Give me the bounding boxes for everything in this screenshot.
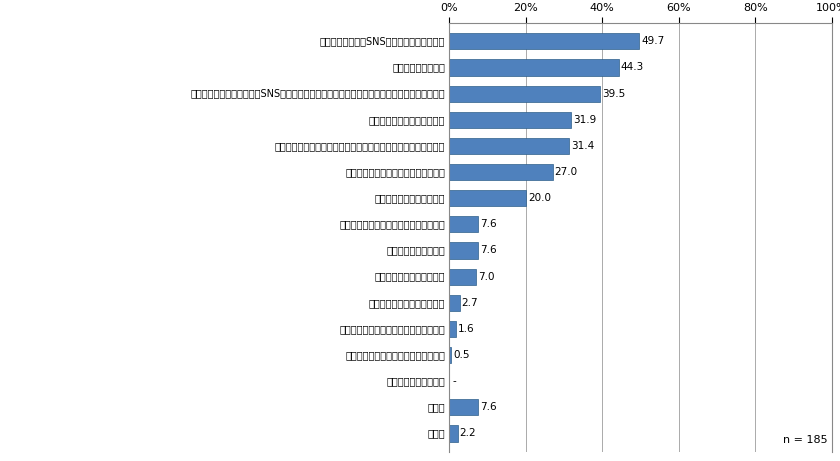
Text: 44.3: 44.3: [621, 63, 644, 72]
Text: その場で様子をみた: その場で様子をみた: [392, 63, 445, 72]
Bar: [449, 33, 639, 49]
Text: 27.0: 27.0: [554, 167, 578, 177]
Text: 20.0: 20.0: [528, 193, 551, 203]
Text: 49.7: 49.7: [641, 36, 664, 47]
Text: 2.7: 2.7: [462, 298, 478, 308]
Text: 指示された避難所に避難した: 指示された避難所に避難した: [369, 298, 445, 308]
Bar: [449, 347, 451, 363]
Text: ホテルのフロント等に連絡・相談した: ホテルのフロント等に連絡・相談した: [345, 167, 445, 177]
Text: 1.6: 1.6: [458, 324, 474, 334]
Bar: [449, 138, 570, 154]
Text: 0.5: 0.5: [454, 350, 470, 360]
Text: インターネットやメール、SNSのフェイスブックやライン等で家族や友人と連絡を取りあった: インターネットやメール、SNSのフェイスブックやライン等で家族や友人と連絡を取り…: [191, 89, 445, 99]
Bar: [449, 112, 571, 128]
Bar: [449, 426, 458, 442]
Text: 7.6: 7.6: [480, 246, 497, 255]
Text: -: -: [453, 376, 456, 386]
Text: 車・オートバイ・自転車を停止させた: 車・オートバイ・自転車を停止させた: [345, 350, 445, 360]
Text: 31.9: 31.9: [573, 115, 596, 125]
Text: 指示のない近隣の空き地などに避難した: 指示のない近隣の空き地などに避難した: [339, 324, 445, 334]
Bar: [449, 164, 553, 180]
Text: インターネットやSNSで情報を得ようとした: インターネットやSNSで情報を得ようとした: [320, 36, 445, 47]
Text: 31.4: 31.4: [571, 141, 595, 151]
Bar: [449, 216, 479, 232]
Text: 家族や周りの人に声をかけた: 家族や周りの人に声をかけた: [369, 115, 445, 125]
Text: ツアーコンダクター等に連絡・相談した: ツアーコンダクター等に連絡・相談した: [339, 219, 445, 229]
Text: 7.6: 7.6: [480, 402, 497, 412]
Text: n = 185: n = 185: [783, 435, 827, 445]
Text: 同行者等に連絡・相談した: 同行者等に連絡・相談した: [375, 193, 445, 203]
Text: 建物の中に飛び込んだ: 建物の中に飛び込んだ: [386, 376, 445, 386]
Bar: [449, 59, 619, 76]
Text: 39.5: 39.5: [602, 89, 626, 99]
Text: 無回答: 無回答: [428, 428, 445, 438]
Text: テレビやラジオで地震情報を知ろうとした（停電ではあったが）: テレビやラジオで地震情報を知ろうとした（停電ではあったが）: [275, 141, 445, 151]
Text: 2.2: 2.2: [459, 428, 476, 438]
Bar: [449, 86, 601, 102]
Text: 家や建物の外に飛び出した: 家や建物の外に飛び出した: [375, 272, 445, 282]
Bar: [449, 268, 476, 285]
Bar: [449, 295, 459, 311]
Text: 予定通り移動を始めた: 予定通り移動を始めた: [386, 246, 445, 255]
Bar: [449, 321, 455, 337]
Bar: [449, 399, 479, 415]
Bar: [449, 190, 526, 207]
Bar: [449, 242, 479, 259]
Text: その他: その他: [428, 402, 445, 412]
Text: 7.6: 7.6: [480, 219, 497, 229]
Text: 7.0: 7.0: [478, 272, 495, 282]
